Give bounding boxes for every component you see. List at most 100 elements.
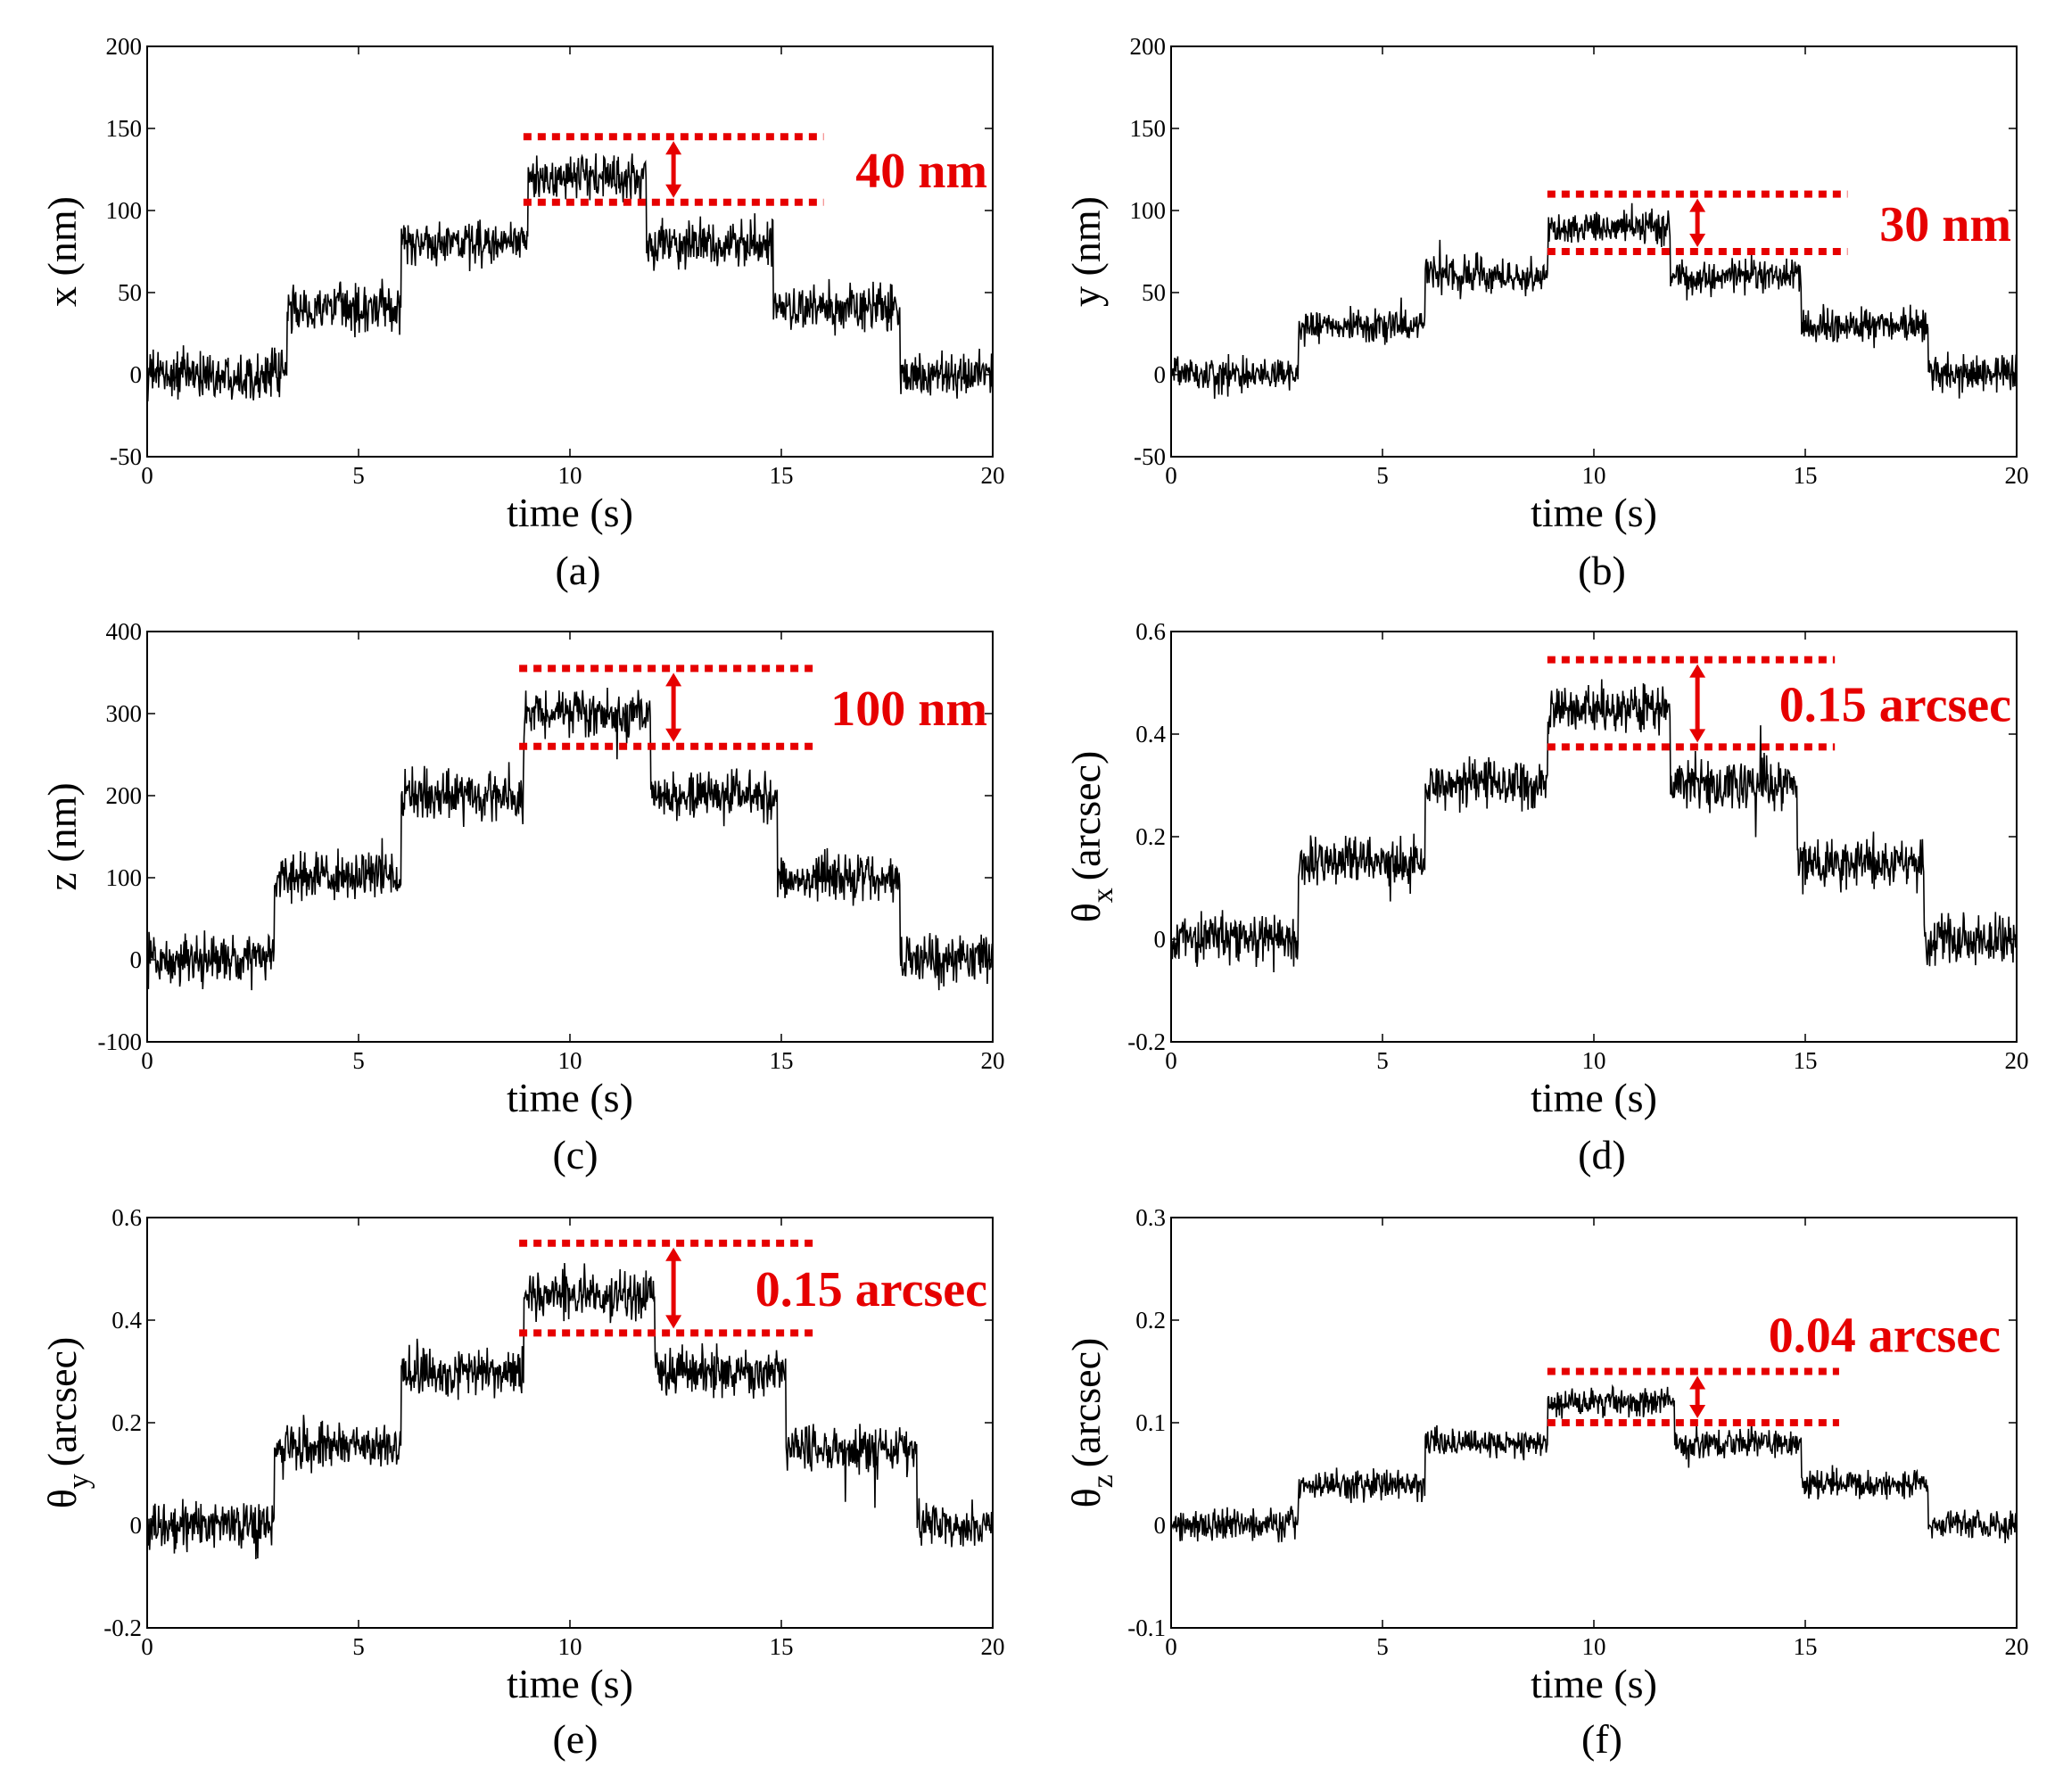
y-tick-label: 0.6 <box>1135 618 1166 645</box>
annotation-arrowhead-down <box>665 1315 682 1329</box>
annotation-arrowhead-up <box>665 1247 682 1261</box>
y-axis-symbol: θ <box>1063 903 1109 922</box>
x-tick-label: 15 <box>770 1633 794 1660</box>
y-axis-unit: (arcsec) <box>39 1337 85 1467</box>
annotation-arrowhead-down <box>665 728 682 742</box>
signal-trace <box>147 688 993 991</box>
x-tick-label: 15 <box>1794 1047 1818 1074</box>
annotation-arrowhead-up <box>1689 198 1706 212</box>
y-axis-unit: (arcsec) <box>1063 1338 1109 1468</box>
annotation-arrowhead-up <box>1689 664 1706 678</box>
y-axis-label: z (nm) <box>39 782 85 890</box>
y-tick-label: -0.2 <box>1127 1028 1166 1055</box>
x-tick-label: 15 <box>770 462 794 489</box>
x-tick-label: 5 <box>352 462 365 489</box>
annotation-arrowhead-down <box>1689 729 1706 743</box>
y-axis-unit: (arcsec) <box>1063 751 1109 881</box>
x-tick-label: 20 <box>2005 1047 2029 1074</box>
y-tick-label: -0.2 <box>103 1614 142 1641</box>
x-tick-label: 15 <box>1794 462 1818 489</box>
y-axis-subscript: y <box>62 1474 95 1489</box>
plot-frame <box>146 45 994 458</box>
x-tick-label: 20 <box>2005 462 2029 489</box>
y-tick-label: 0.2 <box>1135 1307 1166 1334</box>
x-tick-label: 5 <box>352 1633 365 1660</box>
x-tick-label: 5 <box>1376 1047 1389 1074</box>
signal-trace <box>1171 679 2017 973</box>
x-axis-label: time (s) <box>507 1661 633 1706</box>
y-tick-label: 200 <box>106 782 143 809</box>
y-tick-label: -100 <box>98 1028 143 1055</box>
y-tick-label: 0 <box>130 946 143 973</box>
x-tick-label: 20 <box>981 1633 1005 1660</box>
y-tick-label: 150 <box>1130 115 1167 142</box>
panel-label: (c) <box>552 1132 598 1177</box>
y-axis-symbol: θ <box>39 1489 85 1508</box>
y-tick-label: 0 <box>1154 361 1167 388</box>
annotation-arrowhead-down <box>1689 234 1706 247</box>
y-axis-symbol: θ <box>1063 1488 1109 1507</box>
x-axis-label: time (s) <box>507 490 633 535</box>
annotation-arrowhead-down <box>665 184 682 198</box>
x-tick-label: 0 <box>1165 1047 1177 1074</box>
signal-trace <box>147 1263 993 1560</box>
y-axis-subscript: z <box>1086 1474 1119 1488</box>
panel-label: (e) <box>552 1716 598 1762</box>
y-tick-label: 0.2 <box>111 1409 142 1436</box>
annotation-label: 40 nm <box>855 144 987 199</box>
x-axis-label: time (s) <box>1531 1075 1657 1120</box>
panel-label: (b) <box>1578 548 1626 593</box>
x-tick-label: 10 <box>558 462 582 489</box>
x-tick-label: 0 <box>141 462 153 489</box>
annotation-arrowhead-down <box>1689 1405 1706 1418</box>
y-axis-label: θz (arcsec) <box>1063 1338 1119 1508</box>
signal-trace <box>147 153 993 401</box>
x-tick-label: 20 <box>981 1047 1005 1074</box>
annotation-label: 0.15 arcsec <box>1779 678 2011 733</box>
y-tick-label: -0.1 <box>1127 1614 1166 1641</box>
y-tick-label: 0 <box>130 1512 143 1539</box>
y-tick-label: 50 <box>118 279 142 306</box>
x-tick-label: 0 <box>141 1633 153 1660</box>
x-tick-label: 0 <box>1165 1633 1177 1660</box>
y-tick-label: 0.4 <box>111 1307 142 1334</box>
annotation-label: 100 nm <box>830 681 987 737</box>
x-tick-label: 5 <box>352 1047 365 1074</box>
x-axis-label: time (s) <box>1531 1661 1657 1706</box>
y-axis-label: y (nm) <box>1063 196 1109 307</box>
x-axis-label: time (s) <box>507 1075 633 1120</box>
panel-label: (d) <box>1578 1132 1626 1177</box>
x-tick-label: 15 <box>1794 1633 1818 1660</box>
y-tick-label: 100 <box>1130 197 1167 224</box>
x-tick-label: 0 <box>1165 462 1177 489</box>
y-tick-label: 300 <box>106 700 143 727</box>
y-tick-label: -50 <box>1134 443 1166 470</box>
x-tick-label: 10 <box>558 1633 582 1660</box>
annotation-label: 30 nm <box>1879 197 2011 252</box>
y-tick-label: 0.2 <box>1135 823 1166 850</box>
y-tick-label: 100 <box>106 864 143 891</box>
annotation-label: 0.15 arcsec <box>755 1262 987 1317</box>
panel-label: (f) <box>1581 1716 1622 1762</box>
y-tick-label: 0.3 <box>1135 1204 1166 1231</box>
annotation-arrowhead-up <box>665 673 682 687</box>
y-tick-label: 200 <box>106 33 143 60</box>
x-axis-label: time (s) <box>1531 490 1657 535</box>
y-tick-label: 50 <box>1142 279 1166 306</box>
x-tick-label: 10 <box>1582 462 1606 489</box>
y-axis-label: θx (arcsec) <box>1063 751 1119 923</box>
y-axis-label: x (nm) <box>39 196 85 307</box>
y-tick-label: 0 <box>1154 926 1167 953</box>
x-tick-label: 10 <box>1582 1633 1606 1660</box>
y-axis-subscript: x <box>1086 888 1119 903</box>
x-tick-label: 0 <box>141 1047 153 1074</box>
annotation-label: 0.04 arcsec <box>1769 1309 2001 1364</box>
y-tick-label: 0.1 <box>1135 1409 1166 1436</box>
